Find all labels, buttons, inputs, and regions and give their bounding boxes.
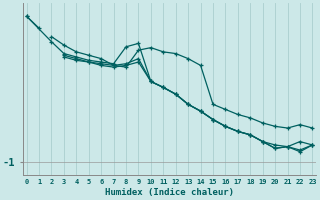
- X-axis label: Humidex (Indice chaleur): Humidex (Indice chaleur): [105, 188, 234, 197]
